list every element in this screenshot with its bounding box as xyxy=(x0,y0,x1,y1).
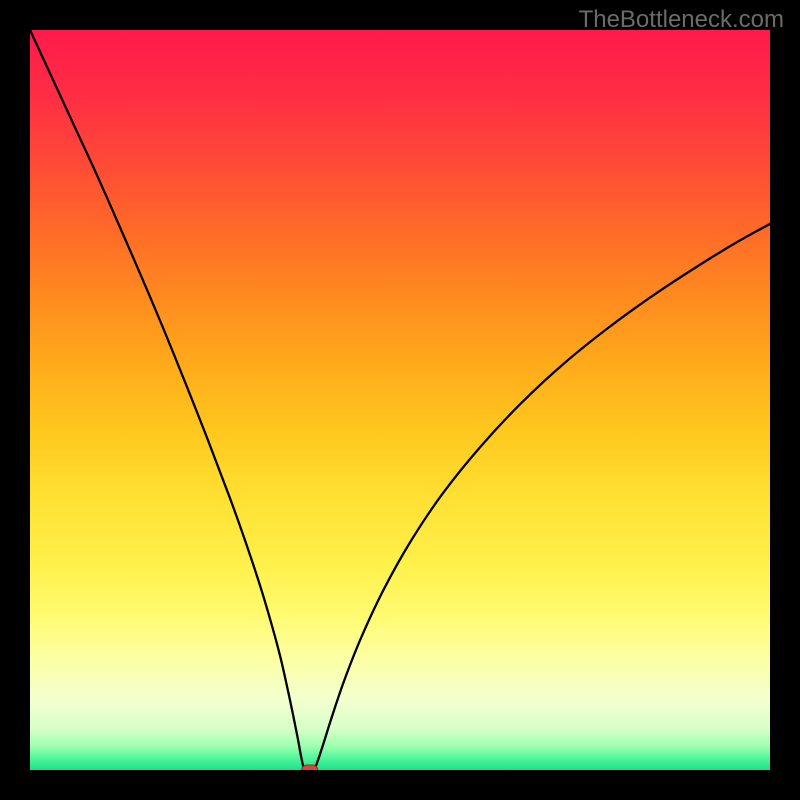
curve-left-branch xyxy=(30,30,305,770)
plot-area xyxy=(30,30,770,770)
plot-svg xyxy=(30,30,770,770)
bottleneck-marker xyxy=(302,765,318,770)
curve-right-branch xyxy=(314,224,770,770)
watermark-text: TheBottleneck.com xyxy=(579,6,784,34)
